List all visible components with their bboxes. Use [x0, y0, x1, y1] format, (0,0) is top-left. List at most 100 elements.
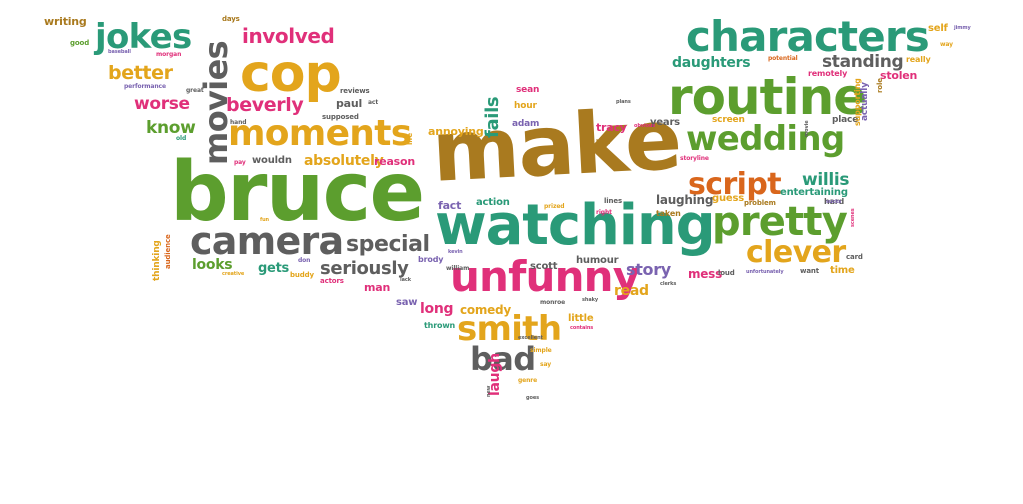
word: moments	[228, 113, 412, 154]
word: know	[146, 118, 196, 138]
word: story	[626, 260, 671, 279]
word: read	[614, 283, 649, 299]
word: right	[596, 209, 612, 216]
word: genre	[518, 377, 538, 384]
word: action	[476, 197, 510, 208]
word: writing	[44, 15, 87, 28]
word: annoying	[428, 125, 484, 138]
word: act	[368, 99, 379, 106]
word: laughing	[656, 193, 714, 207]
word: unfunny	[450, 252, 640, 301]
word: thrown	[424, 321, 456, 330]
word: don	[298, 257, 311, 264]
word: fun	[260, 217, 269, 223]
word: shaky	[582, 297, 598, 303]
word: seriously	[320, 258, 409, 279]
word: really	[906, 55, 931, 64]
word: pay	[234, 159, 246, 166]
word: prized	[544, 203, 565, 210]
word: unfortunately	[746, 269, 784, 275]
word: smith	[457, 309, 562, 349]
word: actually	[860, 82, 870, 121]
word: card	[846, 253, 863, 261]
word: storyline	[680, 155, 709, 162]
word: hard	[824, 197, 845, 206]
word: new	[486, 385, 492, 397]
word: scenes	[850, 208, 856, 227]
word: actors	[320, 277, 344, 285]
word: entertaining	[780, 187, 848, 198]
word: place	[832, 115, 859, 125]
word: taken	[656, 209, 681, 218]
word: mess	[688, 267, 722, 281]
word: sean	[516, 85, 540, 95]
word: contains	[570, 325, 594, 331]
word: goes	[526, 395, 539, 401]
word: jimmy	[954, 25, 971, 31]
word: creative	[222, 271, 245, 277]
word: guess	[712, 193, 744, 204]
word: plans	[616, 99, 631, 105]
word: routine	[668, 68, 867, 126]
word: paul	[336, 97, 363, 110]
word: standing	[822, 52, 904, 72]
word: fails	[482, 96, 503, 138]
word: comedy	[460, 303, 511, 317]
word: saw	[396, 297, 418, 308]
word: thinking	[152, 240, 162, 281]
word: time	[830, 265, 855, 276]
word: lines	[604, 197, 622, 205]
word: worse	[134, 94, 190, 114]
word: role	[876, 78, 884, 93]
word: self	[928, 23, 948, 34]
word: obvious	[634, 123, 656, 129]
word: problem	[744, 199, 776, 207]
word: looks	[192, 257, 233, 273]
word: simple	[530, 347, 552, 354]
word: clerks	[660, 281, 677, 287]
word: reviews	[340, 87, 370, 95]
word: brody	[418, 255, 444, 264]
word: hand	[230, 119, 247, 126]
word: characters	[686, 12, 930, 61]
word: daughters	[672, 55, 751, 71]
word: stolen	[880, 69, 918, 82]
word: baseball	[108, 49, 131, 55]
word: kevin	[448, 249, 463, 255]
word: wouldn	[252, 155, 292, 166]
word: way	[940, 41, 953, 48]
word: jokes	[95, 17, 192, 57]
word: remotely	[808, 69, 848, 78]
word: scott	[530, 261, 558, 272]
word: great	[186, 87, 204, 94]
word: movie	[804, 120, 810, 137]
word: script	[688, 167, 782, 202]
word: make	[429, 90, 683, 201]
word: involved	[242, 24, 335, 48]
word: potential	[768, 55, 798, 62]
word: adam	[512, 119, 540, 129]
word: hour	[514, 101, 537, 111]
word: loud	[718, 269, 735, 277]
word: sucks	[826, 199, 842, 205]
word: special	[346, 232, 430, 257]
word: wedding	[686, 119, 845, 159]
word: bruce	[170, 145, 425, 240]
word: absolutely	[304, 153, 384, 169]
word: tracy	[596, 121, 627, 134]
word: willis	[802, 170, 850, 190]
word: gets	[258, 261, 290, 276]
word: camera	[190, 219, 344, 263]
word: lack	[400, 277, 411, 283]
word: monroe	[540, 299, 566, 306]
word: little	[568, 313, 594, 324]
word: years	[650, 117, 680, 128]
word: william	[446, 265, 470, 272]
word: old	[176, 135, 187, 142]
word: excellent	[518, 335, 543, 341]
word: supporting	[853, 78, 862, 126]
word: screen	[712, 115, 745, 125]
word: audience	[164, 234, 172, 269]
word: supposed	[322, 113, 359, 121]
